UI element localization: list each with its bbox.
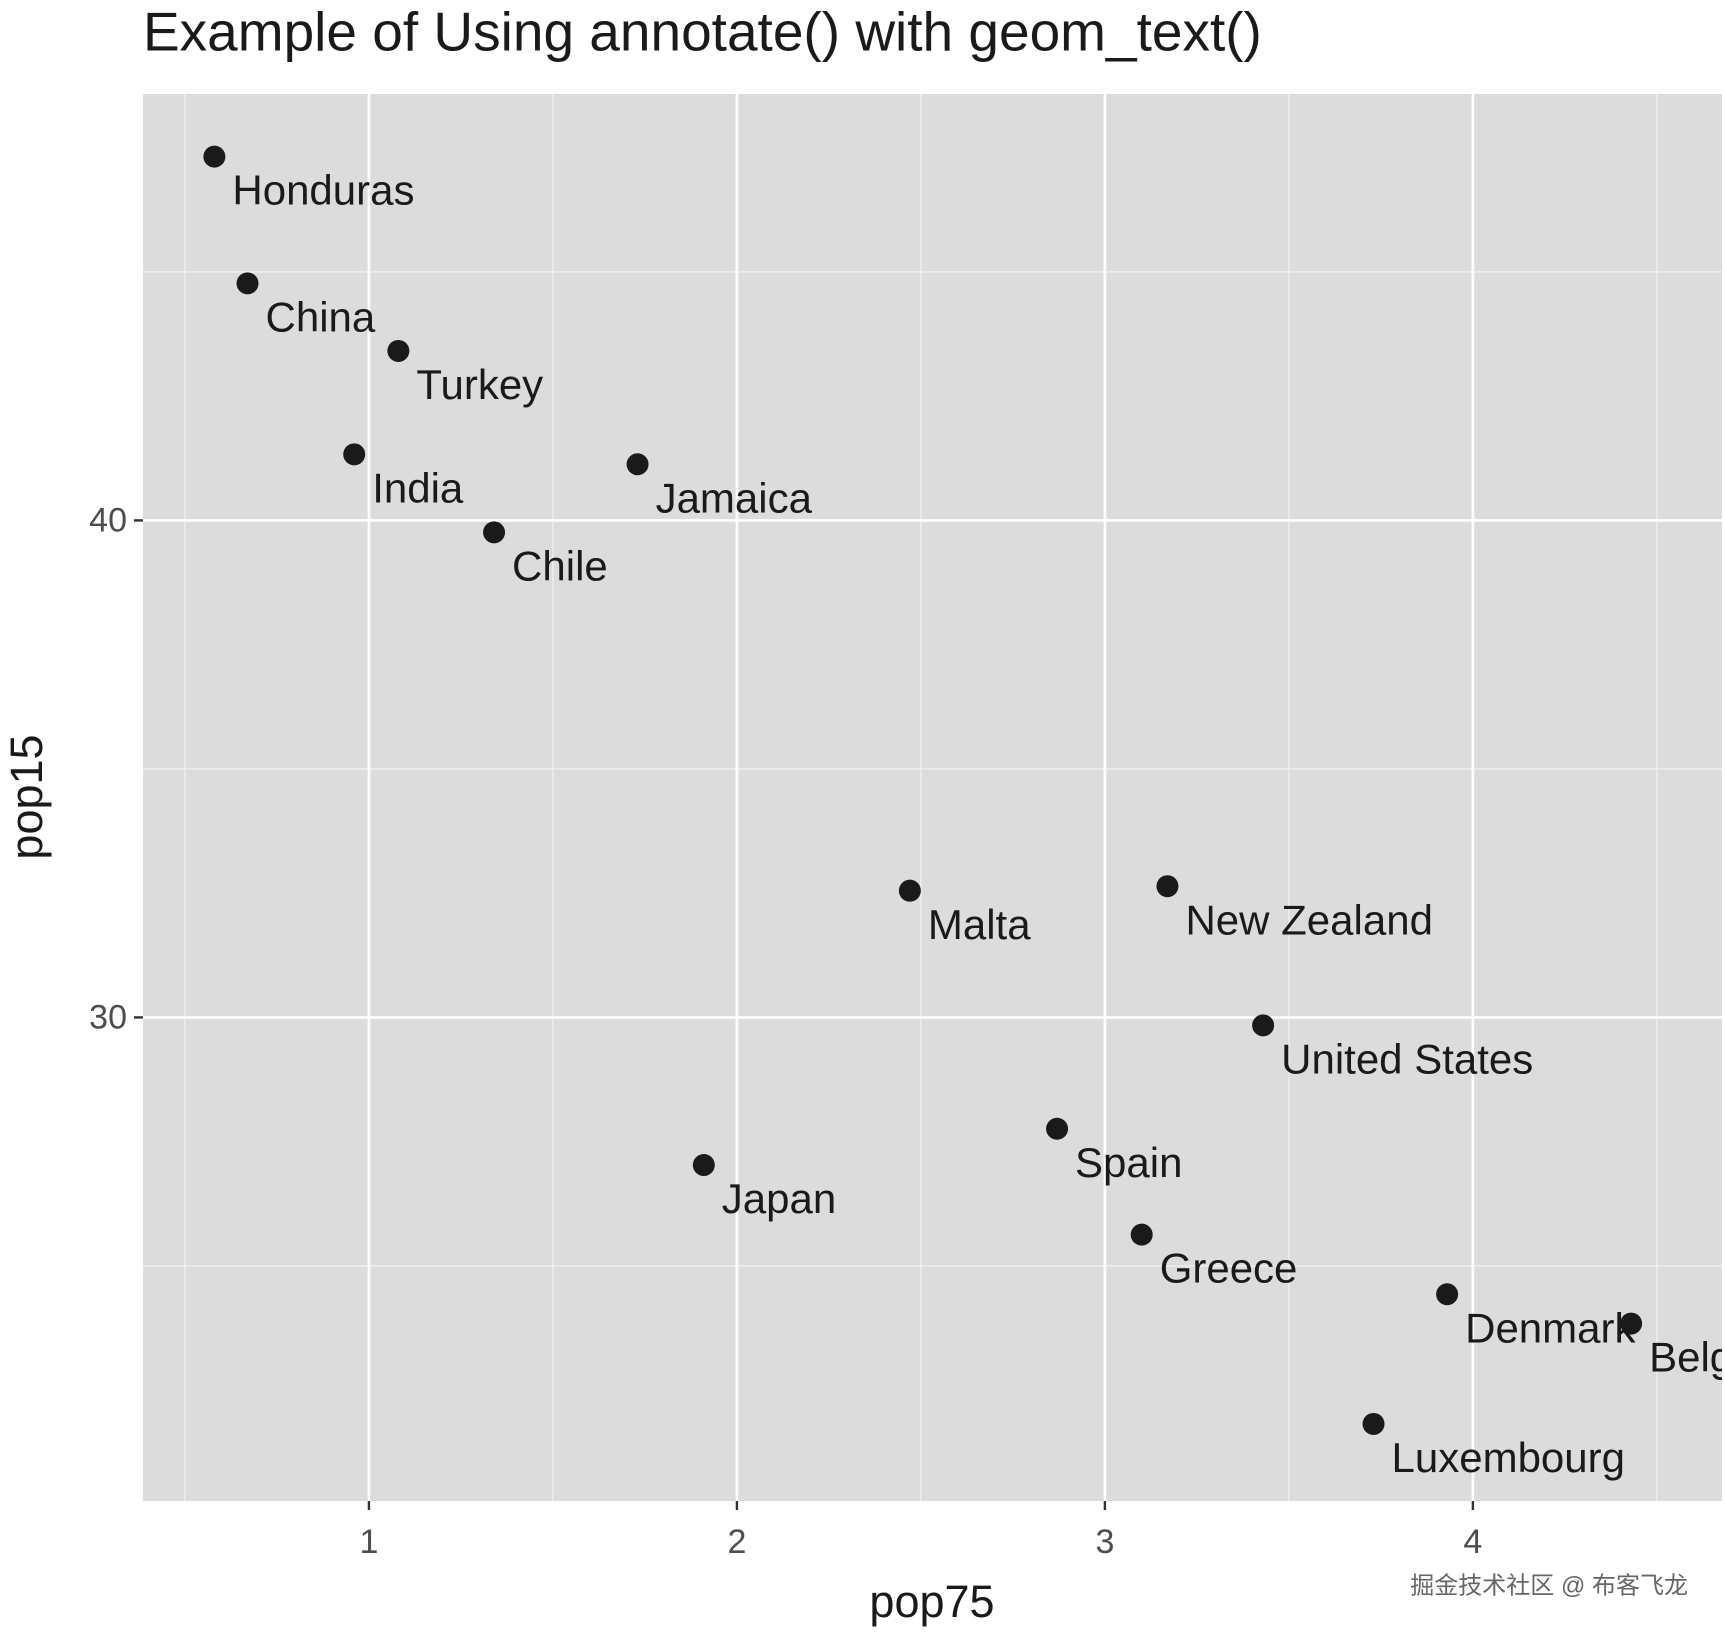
point-label: Spain bbox=[1075, 1139, 1182, 1186]
point bbox=[387, 339, 410, 362]
point bbox=[1436, 1283, 1459, 1306]
point-label: Jamaica bbox=[656, 474, 813, 521]
plot-area: Honduras China Turkey India Jamaica Chile Malt… bbox=[203, 145, 1725, 1481]
point-label: United States bbox=[1281, 1035, 1533, 1082]
point bbox=[1156, 875, 1179, 898]
watermark: 掘金技术社区 @ 布客飞龙 bbox=[1410, 1572, 1688, 1599]
point bbox=[692, 1154, 715, 1177]
x-tick-label: 2 bbox=[727, 1523, 746, 1561]
point bbox=[1130, 1223, 1153, 1246]
x-tick-label: 1 bbox=[359, 1523, 378, 1561]
point bbox=[203, 145, 226, 168]
point bbox=[1046, 1117, 1069, 1140]
point bbox=[1620, 1312, 1643, 1335]
y-tick-label: 40 bbox=[89, 501, 127, 539]
y-tick-label: 30 bbox=[89, 998, 127, 1036]
point-label: Chile bbox=[512, 542, 608, 589]
point bbox=[626, 453, 649, 476]
point-label: China bbox=[266, 293, 376, 340]
point bbox=[236, 272, 259, 295]
x-tick-label: 4 bbox=[1463, 1523, 1482, 1561]
panel bbox=[143, 94, 1722, 1501]
point-label: Japan bbox=[722, 1175, 836, 1222]
point bbox=[343, 443, 366, 466]
point-label: Greece bbox=[1160, 1245, 1298, 1292]
y-axis-title: pop15 bbox=[1, 734, 52, 859]
point-label: India bbox=[372, 464, 464, 511]
point-label: Honduras bbox=[232, 167, 414, 214]
chart-title: Example of Using annotate() with geom_te… bbox=[143, 1, 1262, 63]
x-axis-title: pop75 bbox=[869, 1576, 994, 1627]
x-tick-label: 3 bbox=[1095, 1523, 1114, 1561]
point bbox=[483, 521, 506, 544]
grid: 1 2 3 4 30 40 bbox=[89, 94, 1722, 1561]
point-label: Luxembourg bbox=[1392, 1434, 1625, 1481]
point-label: Malta bbox=[928, 901, 1031, 948]
point bbox=[1362, 1412, 1385, 1435]
point bbox=[1252, 1014, 1275, 1037]
point-label: Turkey bbox=[416, 361, 543, 408]
point-label: Belgium bbox=[1649, 1334, 1725, 1381]
point-label: New Zealand bbox=[1185, 896, 1432, 943]
point bbox=[898, 879, 921, 902]
point-label: Denmark bbox=[1465, 1304, 1636, 1351]
